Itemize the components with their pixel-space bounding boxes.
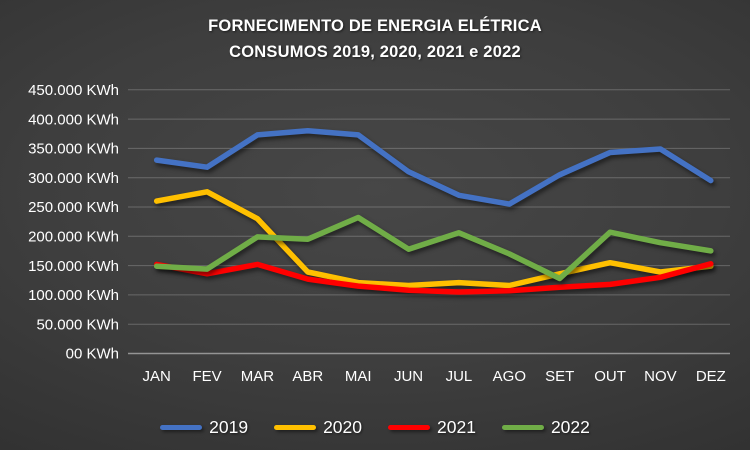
y-axis-tick-label: 350.000 KWh bbox=[28, 141, 119, 158]
series-line-2021 bbox=[153, 261, 714, 295]
x-axis-month-label: JAN bbox=[143, 368, 171, 385]
x-axis-month-label: DEZ bbox=[696, 368, 726, 385]
y-axis-tick-label: 150.000 KWh bbox=[28, 258, 119, 275]
legend-swatch-2022 bbox=[501, 424, 544, 431]
x-axis-month-label: OUT bbox=[594, 368, 626, 385]
legend-item-2021: 2021 bbox=[388, 417, 476, 438]
x-axis-month-label: JUL bbox=[446, 368, 473, 385]
series-line-2019 bbox=[153, 128, 714, 207]
legend-swatch-2019 bbox=[160, 424, 203, 431]
legend-label-2020: 2020 bbox=[323, 417, 362, 437]
y-axis-tick-label: 50.000 KWh bbox=[36, 316, 119, 333]
x-axis-month-label: MAI bbox=[345, 368, 372, 385]
legend-label-2021: 2021 bbox=[437, 417, 476, 437]
legend-label-2022: 2022 bbox=[550, 417, 590, 437]
legend-item-2019: 2019 bbox=[160, 417, 248, 438]
y-axis-tick-label: 100.000 KWh bbox=[28, 287, 119, 304]
x-axis-month-label: MAR bbox=[241, 368, 275, 385]
chart-title-line1: FORNECIMENTO DE ENERGIA ELÉTRICA bbox=[208, 17, 542, 35]
series-line-2020 bbox=[153, 189, 714, 289]
legend-swatch-2020 bbox=[274, 424, 317, 431]
y-axis-tick-label: 400.000 KWh bbox=[28, 111, 119, 128]
x-axis-month-label: FEV bbox=[192, 368, 221, 385]
x-axis-month-label: NOV bbox=[644, 368, 677, 385]
series-line-2022 bbox=[153, 214, 714, 282]
chart-legend: 2019 2020 2021 2022 bbox=[0, 417, 750, 438]
x-axis-month-label: AGO bbox=[493, 368, 526, 385]
x-axis-month-label: ABR bbox=[292, 368, 323, 385]
x-axis-month-label: JUN bbox=[394, 368, 423, 385]
legend-swatch-2021 bbox=[388, 424, 430, 431]
legend-item-2022: 2022 bbox=[501, 417, 590, 438]
chart-title: FORNECIMENTO DE ENERGIA ELÉTRICA CONSUMO… bbox=[0, 13, 750, 65]
y-axis-tick-label: 250.000 KWh bbox=[28, 199, 119, 216]
legend-item-2020: 2020 bbox=[274, 417, 362, 438]
legend-label-2019: 2019 bbox=[209, 417, 249, 437]
chart-title-line2: CONSUMOS 2019, 2020, 2021 e 2022 bbox=[229, 43, 521, 61]
y-axis-tick-label: 450.000 KWh bbox=[28, 82, 119, 99]
y-axis-tick-label: 200.000 KWh bbox=[28, 229, 119, 246]
y-axis-tick-label: 300.000 KWh bbox=[28, 170, 119, 187]
x-axis-month-label: SET bbox=[545, 368, 574, 385]
y-axis-tick-label: 00 KWh bbox=[66, 346, 119, 363]
